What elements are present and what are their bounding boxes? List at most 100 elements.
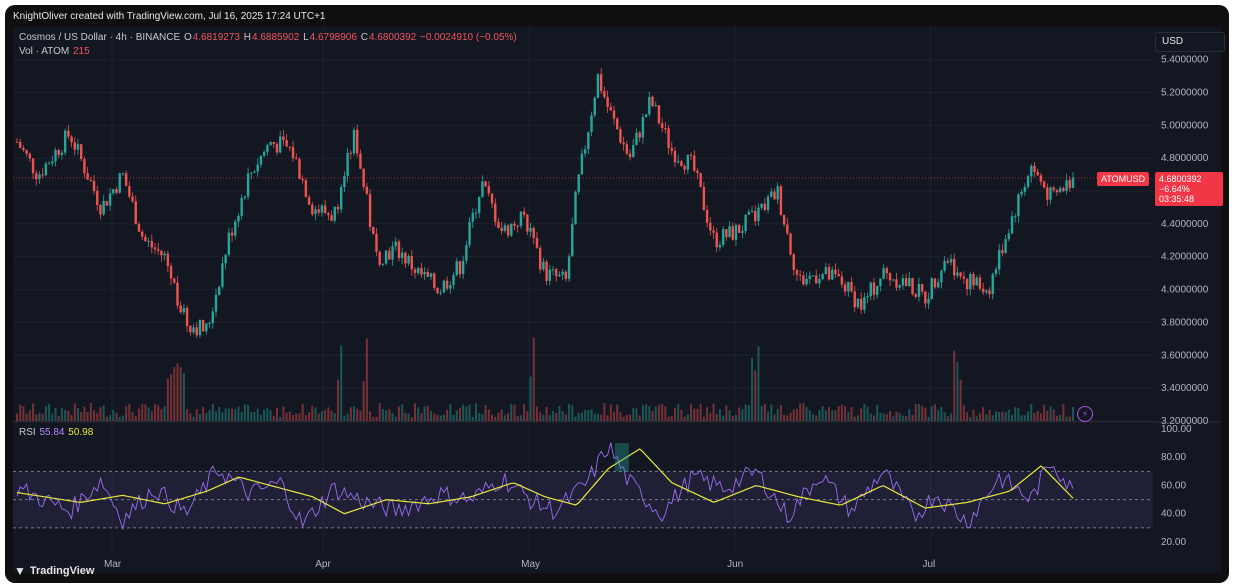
candle-body (44, 163, 48, 176)
volume-bar (240, 411, 243, 421)
candle-body (879, 278, 882, 286)
candle-body (583, 149, 587, 154)
volume-bar (661, 403, 664, 421)
candle-body (455, 261, 458, 276)
volume-bar (455, 410, 458, 421)
volume-bar (314, 407, 317, 421)
candle-body (320, 205, 324, 213)
volume-bar (93, 410, 96, 421)
candle-body (892, 279, 895, 281)
candle-body (349, 152, 353, 154)
volume-bar (1068, 416, 1071, 421)
volume-bar (487, 409, 490, 421)
candle-body (54, 150, 57, 162)
volume-bar (998, 411, 1001, 421)
volume-bar (266, 407, 269, 421)
alert-bolt-icon[interactable]: ⚡ (1077, 406, 1093, 422)
volume-bar (526, 411, 529, 421)
volume-bar (930, 406, 933, 421)
volume-bar (808, 410, 811, 421)
volume-bar (702, 416, 705, 421)
volume-bar (359, 410, 362, 421)
volume-bar (953, 350, 956, 421)
rsi-legend[interactable]: RSI 55.84 50.98 (19, 427, 94, 438)
volume-bar (693, 408, 696, 421)
candle-body (798, 274, 802, 276)
candle-body (779, 186, 783, 215)
volume-bar (1049, 406, 1052, 421)
volume-bar (725, 405, 728, 421)
candle-body (985, 290, 988, 293)
volume-bar (1046, 410, 1049, 421)
volume-bar (73, 403, 76, 421)
volume-bar (327, 407, 330, 421)
volume-bar (1023, 415, 1026, 421)
volume-bar (529, 376, 532, 421)
candle-body (571, 224, 574, 257)
volume-bar (927, 416, 930, 421)
volume-bar (680, 409, 683, 421)
candle-body (468, 221, 471, 246)
volume-bar (301, 403, 304, 421)
candle-body (677, 161, 680, 163)
rsi-overbought-fill (614, 443, 629, 472)
volume-bar (892, 416, 895, 421)
candle-body (526, 214, 529, 232)
candle-body (121, 173, 125, 175)
volume-bar (102, 405, 105, 421)
volume-legend[interactable]: Vol · ATOM 215 (19, 46, 91, 57)
volume-bar (356, 408, 359, 421)
candle-body (356, 129, 359, 154)
currency-selector[interactable]: USD (1155, 32, 1225, 52)
candle-body (76, 144, 80, 150)
volume-bar (818, 410, 821, 421)
candle-body (625, 144, 629, 154)
volume-bar (763, 403, 766, 421)
candle-body (384, 250, 388, 264)
chart-canvas: 5.40000005.20000005.00000004.80000004.60… (13, 27, 1221, 573)
candle-body (1033, 165, 1036, 172)
volume-bar (109, 414, 112, 421)
candle-body (580, 153, 584, 175)
volume-bar (962, 405, 965, 421)
candle-body (250, 172, 253, 174)
tradingview-logo-text: TradingView (29, 565, 95, 577)
volume-bar (484, 405, 487, 421)
candle-body (73, 142, 76, 150)
volume-bar (375, 416, 378, 421)
price-axis-tick: 3.2000000 (1161, 416, 1209, 427)
candle-body (773, 191, 776, 200)
candle-body (969, 274, 972, 290)
candle-body (959, 272, 962, 277)
tradingview-logo[interactable]: ▼ TradingView (14, 564, 94, 578)
candle-body (574, 191, 577, 225)
candle-body (333, 206, 336, 221)
last-price-box: 4.6800392 −6.64% 03:35:48 (1155, 171, 1223, 206)
volume-bar (70, 415, 73, 421)
candle-body (397, 241, 401, 258)
candle-body (641, 117, 645, 138)
candle-body (67, 130, 70, 137)
candle-body (439, 292, 442, 294)
volume-bar (279, 416, 282, 421)
candle-body (622, 142, 625, 145)
volume-bar (940, 407, 943, 421)
candle-body (725, 229, 728, 238)
volume-bar (86, 411, 89, 421)
volume-bar (860, 408, 863, 421)
volume-bar (548, 415, 551, 421)
candle-body (561, 271, 564, 275)
candle-body (266, 145, 269, 152)
candle-body (930, 278, 933, 299)
symbol-legend[interactable]: Cosmos / US Dollar · 4h · BINANCE O4.681… (19, 32, 518, 43)
volume-bar (905, 416, 908, 421)
volume-bar (603, 403, 606, 421)
candle-body (365, 186, 369, 194)
volume-bar (795, 408, 798, 421)
volume-bar (160, 409, 163, 421)
candle-body (548, 269, 552, 281)
volume-bar (128, 403, 131, 421)
volume-bar (234, 409, 237, 421)
volume-bar (1059, 414, 1062, 421)
price-axis-tick: 3.4000000 (1161, 383, 1209, 394)
